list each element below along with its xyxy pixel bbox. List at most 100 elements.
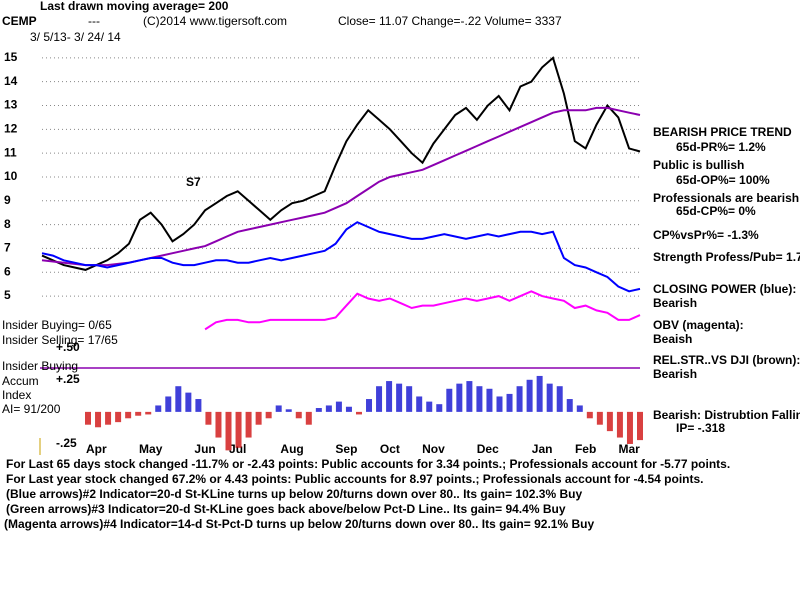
y-tick-label: 9 bbox=[4, 193, 11, 207]
bar bbox=[416, 396, 423, 412]
left-note: Accum bbox=[2, 374, 39, 388]
bar bbox=[456, 383, 463, 412]
side-note: Public is bullish bbox=[653, 158, 744, 172]
series-line bbox=[41, 56, 641, 271]
footer-line: (Blue arrows)#2 Indicator=20-d St-KLine … bbox=[6, 487, 582, 501]
bar bbox=[95, 411, 102, 428]
bar bbox=[576, 405, 583, 412]
bar bbox=[185, 392, 192, 412]
bar bbox=[506, 393, 513, 412]
y-tick-label: 5 bbox=[4, 288, 11, 302]
side-note: IP= -.318 bbox=[676, 421, 725, 435]
y-tick-label: 11 bbox=[4, 145, 17, 159]
legend-entry: OBV (magenta): bbox=[653, 318, 744, 332]
y-tick-label: +.50 bbox=[56, 340, 80, 354]
copyright: (C)2014 www.tigersoft.com bbox=[143, 14, 287, 28]
x-tick-label: May bbox=[139, 442, 163, 456]
dash: --- bbox=[88, 14, 100, 28]
quote: Close= 11.07 Change=-.22 Volume= 3337 bbox=[338, 14, 562, 28]
date-range: 3/ 5/13- 3/ 24/ 14 bbox=[30, 30, 121, 44]
side-note: Beaish bbox=[653, 332, 692, 346]
bar bbox=[245, 411, 252, 438]
side-note: 65d-PR%= 1.2% bbox=[676, 140, 766, 154]
side-note: Bearish bbox=[653, 367, 697, 381]
series-line bbox=[41, 106, 641, 267]
x-tick-label: Jul bbox=[229, 442, 246, 456]
annotation: S7 bbox=[186, 175, 201, 189]
side-note: 65d-OP%= 100% bbox=[676, 173, 770, 187]
bar bbox=[486, 388, 493, 412]
y-tick-label: +.25 bbox=[56, 372, 80, 386]
x-tick-label: Sep bbox=[335, 442, 357, 456]
bar bbox=[355, 411, 362, 415]
left-note: Index bbox=[2, 388, 31, 402]
y-tick-label: 10 bbox=[4, 169, 18, 183]
left-note: Insider Selling= 17/65 bbox=[2, 333, 118, 347]
side-note: 65d-CP%= 0% bbox=[676, 204, 756, 218]
bar bbox=[225, 411, 232, 451]
bar bbox=[105, 411, 112, 425]
bar bbox=[546, 383, 553, 412]
header-title: Last drawn moving average= 200 bbox=[40, 0, 229, 13]
bar bbox=[516, 386, 523, 412]
bar bbox=[305, 411, 312, 425]
y-tick-label: 8 bbox=[4, 217, 11, 231]
x-tick-label: Jan bbox=[532, 442, 553, 456]
x-tick-label: Aug bbox=[280, 442, 303, 456]
bar bbox=[586, 411, 593, 419]
bar bbox=[616, 411, 623, 438]
y-tick-label: -.25 bbox=[56, 436, 77, 450]
bar bbox=[396, 383, 403, 412]
side-note: BEARISH PRICE TREND bbox=[653, 125, 792, 139]
bar bbox=[446, 388, 453, 412]
footer-line: (Magenta arrows)#4 Indicator=14-d St-Pct… bbox=[4, 517, 594, 531]
bar bbox=[165, 396, 172, 412]
bar bbox=[195, 399, 202, 412]
bar bbox=[366, 399, 373, 412]
side-note: Strength Profess/Pub= 1.7 bbox=[653, 250, 800, 264]
x-tick-label: Apr bbox=[86, 442, 107, 456]
y-tick-label: 13 bbox=[4, 98, 18, 112]
bar bbox=[215, 411, 222, 438]
bar bbox=[145, 411, 152, 415]
bar bbox=[235, 411, 242, 448]
bar bbox=[285, 409, 292, 412]
legend-entry: CLOSING POWER (blue): bbox=[653, 282, 796, 296]
y-tick-label: 14 bbox=[4, 74, 18, 88]
bar bbox=[536, 375, 543, 412]
y-tick-label: 7 bbox=[4, 241, 11, 255]
bar bbox=[265, 411, 272, 419]
bar bbox=[315, 408, 322, 412]
side-note: REL.STR..VS DJI (brown): bbox=[653, 353, 800, 367]
bar bbox=[476, 386, 483, 412]
bar bbox=[496, 396, 503, 412]
x-tick-label: Dec bbox=[477, 442, 499, 456]
x-tick-label: Jun bbox=[194, 442, 215, 456]
bar bbox=[295, 411, 302, 419]
y-tick-label: 6 bbox=[4, 264, 11, 278]
bar bbox=[275, 405, 282, 412]
symbol: CEMP bbox=[2, 14, 37, 28]
x-tick-label: Feb bbox=[575, 442, 596, 456]
footer-line: For Last 65 days stock changed -11.7% or… bbox=[6, 457, 730, 471]
bar bbox=[406, 386, 413, 412]
y-tick-label: 12 bbox=[4, 122, 18, 136]
bar bbox=[386, 381, 393, 412]
side-note: Bearish: Distrubtion Falling bbox=[653, 408, 800, 422]
side-note: Professionals are bearish bbox=[653, 191, 799, 205]
bar bbox=[566, 399, 573, 412]
bar bbox=[115, 411, 122, 423]
bar bbox=[626, 411, 633, 444]
x-tick-label: Mar bbox=[618, 442, 640, 456]
bar bbox=[345, 406, 352, 412]
bar bbox=[596, 411, 603, 425]
bar bbox=[175, 386, 182, 412]
bar bbox=[155, 405, 162, 412]
bar bbox=[466, 381, 473, 412]
series-line bbox=[204, 290, 641, 331]
bar bbox=[205, 411, 212, 425]
left-note: AI= 91/200 bbox=[2, 402, 61, 416]
left-note: Insider Buying bbox=[2, 359, 78, 373]
bar bbox=[325, 405, 332, 412]
